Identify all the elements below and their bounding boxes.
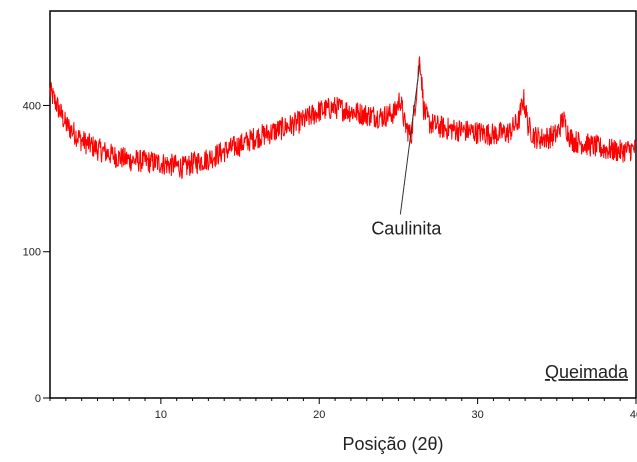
- x-axis-label: Posição (2θ): [342, 434, 443, 454]
- annotation-label: Caulinita: [371, 218, 442, 238]
- sample-label: Queimada: [545, 362, 629, 382]
- plot-frame: [49, 10, 637, 399]
- x-tick-label: 10: [155, 409, 167, 421]
- annotation-leader-line: [399, 64, 421, 215]
- x-tick-label: 40: [630, 409, 637, 421]
- y-tick-label: 0: [35, 393, 41, 405]
- y-tick-label: 100: [23, 247, 41, 259]
- y-tick-label: 400: [23, 100, 41, 112]
- x-tick-label: 20: [313, 409, 325, 421]
- diffraction-trace: [49, 56, 637, 179]
- x-tick-label: 30: [471, 409, 483, 421]
